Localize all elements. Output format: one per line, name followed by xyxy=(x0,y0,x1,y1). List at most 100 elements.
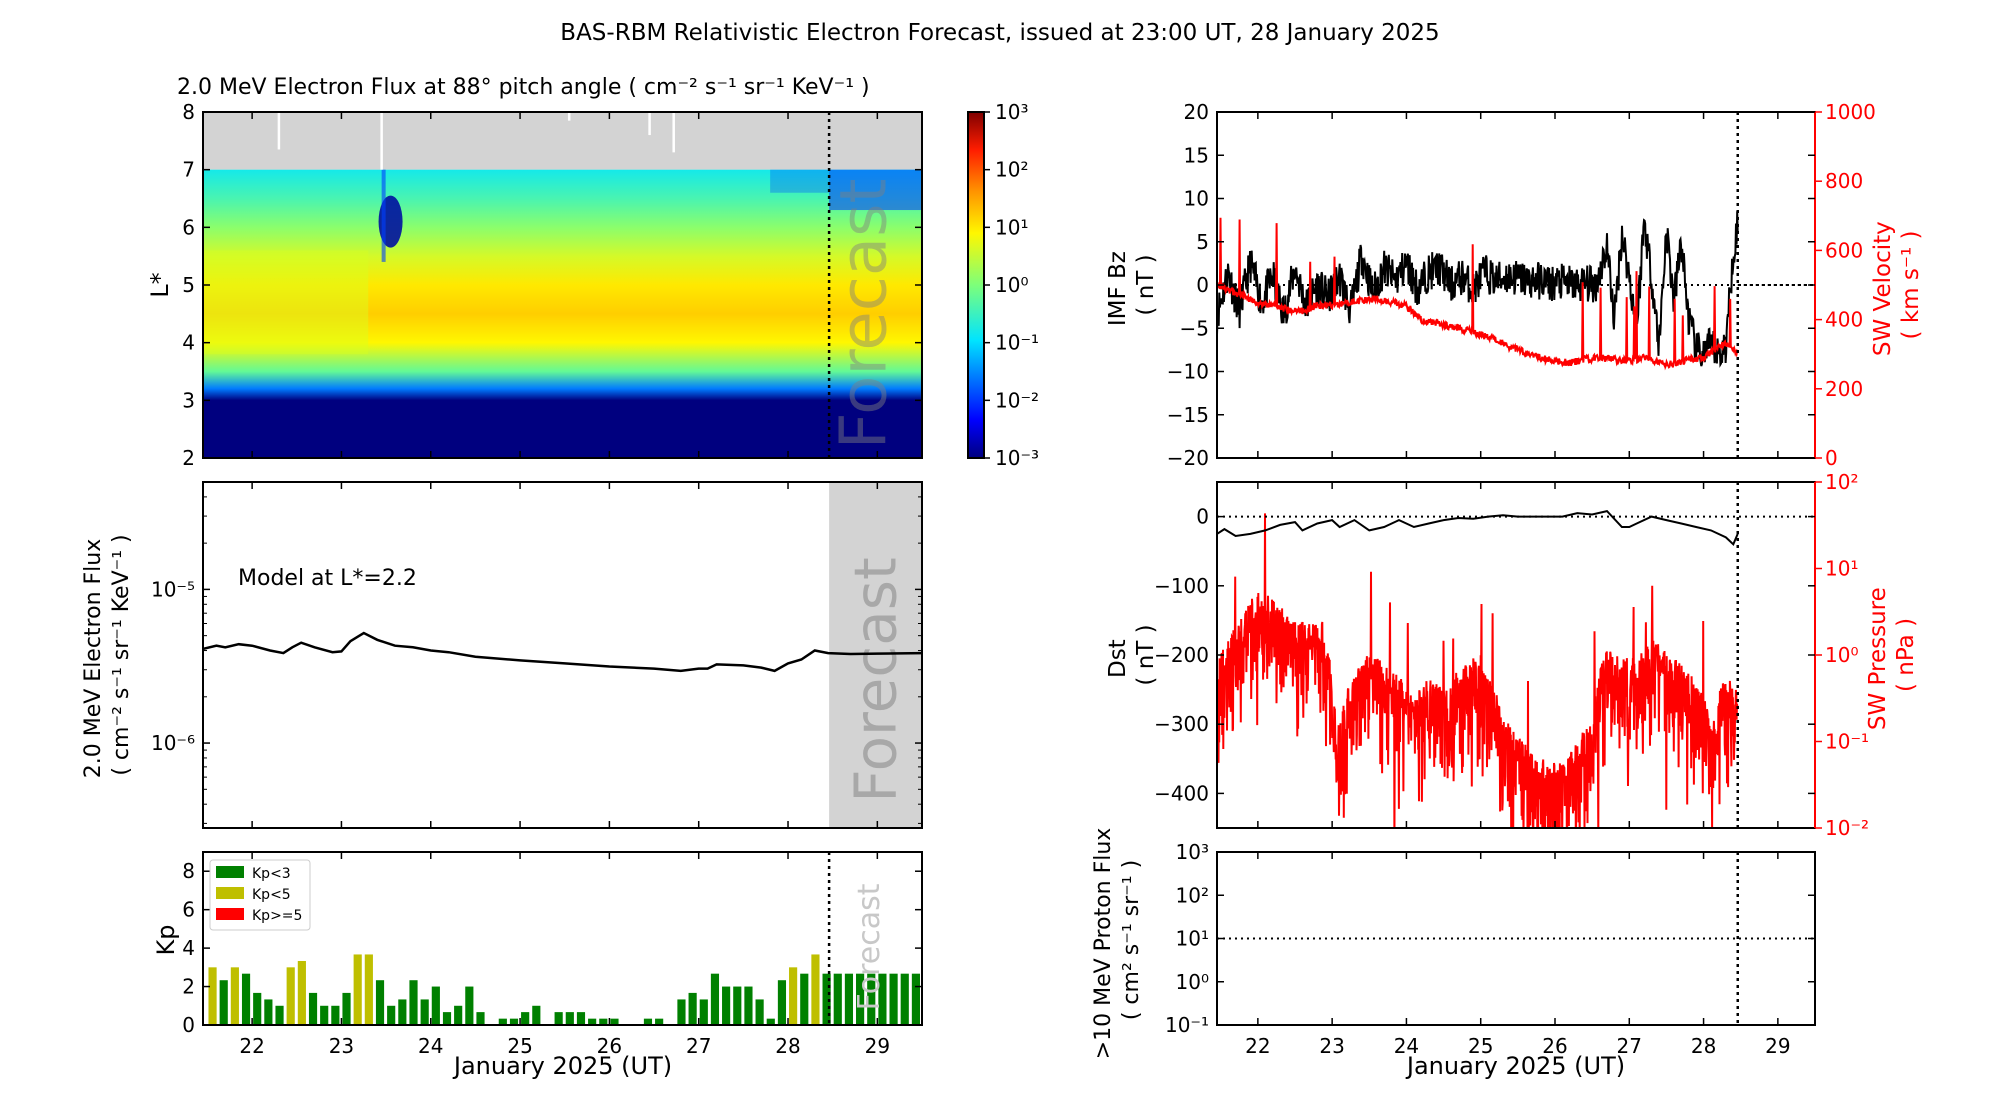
kp-bar xyxy=(811,954,820,1025)
kp-bar xyxy=(264,999,273,1025)
kp-bar xyxy=(320,1005,329,1025)
kp-frame xyxy=(202,851,923,1026)
velocity-y-ticks: 0 200 400 600 800 1000 xyxy=(1815,100,1876,470)
kp-bar xyxy=(911,973,920,1025)
velocity-ylabel-line1: SW Velocity xyxy=(1870,221,1896,356)
colorbar-tick-label: 10⁻² xyxy=(995,388,1039,412)
y-tick-label: 10⁻⁶ xyxy=(151,731,195,755)
flux-early-overlay xyxy=(203,250,369,355)
flux-line-frame xyxy=(202,481,923,829)
y-tick-label: 10⁰ xyxy=(1825,643,1858,667)
y-tick-label: 600 xyxy=(1825,238,1863,262)
y-tick-label: 2 xyxy=(182,446,195,470)
kp-bar xyxy=(253,992,262,1025)
kp-bar xyxy=(442,1012,452,1025)
dst-series xyxy=(1217,509,1739,547)
kp-bar xyxy=(387,1005,396,1025)
pressure-ylabel: SW Pressure ( nPa ) xyxy=(1865,580,1919,730)
proton-xlabel: January 2025 (UT) xyxy=(1405,1052,1625,1080)
y-tick-label: 15 xyxy=(1184,143,1209,167)
colorbar-ticks: 10⁻³ 10⁻² 10⁻¹ 10⁰ 10¹ 10² 10³ xyxy=(984,100,1039,470)
x-tick-label: 23 xyxy=(329,1034,354,1058)
kp-forecast-label: Forecast xyxy=(852,883,887,1010)
kp-bar xyxy=(833,973,842,1025)
dst-ylabel-line2: ( nT ) xyxy=(1133,624,1159,685)
proton-frame xyxy=(1216,851,1816,1026)
kp-bar xyxy=(900,973,909,1025)
kp-bar xyxy=(688,992,697,1025)
y-tick-label: 1000 xyxy=(1825,100,1876,124)
velocity-ylabel-line2: ( km s⁻¹ ) xyxy=(1898,231,1924,340)
kp-bar xyxy=(822,973,831,1025)
y-tick-label: −10 xyxy=(1167,360,1209,384)
kp-bar xyxy=(576,1012,586,1025)
y-tick-label: 8 xyxy=(182,859,195,883)
x-tick-label: 22 xyxy=(1245,1034,1270,1058)
y-tick-label: 6 xyxy=(182,215,195,239)
y-tick-label: 10² xyxy=(1825,470,1858,494)
y-tick-label: 800 xyxy=(1825,169,1863,193)
kp-bar xyxy=(856,973,865,1025)
heatmap-ylabel: L* xyxy=(146,272,174,297)
kp-bar xyxy=(710,973,720,1025)
kp-bar xyxy=(509,1018,519,1025)
x-tick-label: 28 xyxy=(1691,1034,1716,1058)
kp-bar xyxy=(766,1018,775,1025)
y-tick-label: 0 xyxy=(1196,273,1209,297)
colorbar-tick-label: 10² xyxy=(995,158,1028,182)
x-tick-label: 23 xyxy=(1319,1034,1344,1058)
flux-band-fill xyxy=(203,169,922,458)
colorbar-tick-label: 10⁻³ xyxy=(995,446,1039,470)
y-tick-label: 20 xyxy=(1184,100,1209,124)
y-tick-label: −20 xyxy=(1167,446,1209,470)
dst-y-ticks: −400 −300 −200 −100 0 xyxy=(1154,505,1815,805)
colorbar-gradient xyxy=(967,111,985,459)
y-tick-label: −5 xyxy=(1180,316,1209,340)
flux-line-ylabel-line1: 2.0 MeV Electron Flux xyxy=(81,539,106,779)
kp-bar xyxy=(275,1005,284,1025)
sw-pressure-series xyxy=(1217,513,1739,828)
y-tick-label: −300 xyxy=(1154,712,1209,736)
imf-y-ticks: −20 −15 −10 −5 0 5 10 15 20 xyxy=(1167,100,1815,470)
x-tick-label: 24 xyxy=(418,1034,443,1058)
colorbar-tick-label: 10³ xyxy=(995,100,1028,124)
kp-bar xyxy=(398,999,407,1025)
kp-bar xyxy=(800,973,809,1025)
kp-bar xyxy=(431,986,440,1025)
flux-line-ylabel-line2: ( cm⁻² s⁻¹ sr⁻¹ KeV⁻¹ ) xyxy=(109,534,134,775)
y-tick-label: 10⁻² xyxy=(1825,816,1869,840)
heatmap-body: Forecast xyxy=(203,112,922,458)
y-tick-label: 10² xyxy=(1176,883,1209,907)
colorbar-tick-label: 10⁻¹ xyxy=(995,331,1039,355)
kp-bar xyxy=(465,986,474,1025)
x-tick-label: 26 xyxy=(597,1034,622,1058)
y-tick-label: 400 xyxy=(1825,308,1863,332)
y-tick-label: 10⁰ xyxy=(1176,970,1209,994)
proton-panel: 10⁻¹ 10⁰ 10¹ 10² 10³ 22 23 24 25 26 27 28 29 >10 Me… xyxy=(1091,828,1816,1080)
y-tick-label: 200 xyxy=(1825,377,1863,401)
y-tick-label: 10 xyxy=(1184,187,1209,211)
x-tick-label: 28 xyxy=(775,1034,800,1058)
y-tick-label: 3 xyxy=(182,388,195,412)
kp-bar xyxy=(208,967,217,1025)
dst-ylabel: Dst ( nT ) xyxy=(1105,624,1159,685)
kp-bar xyxy=(420,999,429,1025)
heatmap-panel: 2.0 MeV Electron Flux at 88° pitch angle… xyxy=(146,75,923,470)
y-tick-label: 0 xyxy=(1196,505,1209,529)
kp-bar xyxy=(454,1005,463,1025)
kp-bar xyxy=(331,1005,340,1025)
proton-y-ticks: 10⁻¹ 10⁰ 10¹ 10² 10³ xyxy=(1165,840,1815,1037)
imf-ylabel-line2: ( nT ) xyxy=(1133,254,1159,315)
kp-legend: Kp<3 Kp<5 Kp>=5 xyxy=(209,859,311,931)
y-tick-label: 10¹ xyxy=(1825,557,1858,581)
imf-ylabel: IMF Bz ( nT ) xyxy=(1105,244,1159,326)
sw-velocity-series xyxy=(1217,217,1739,371)
kp-bar xyxy=(364,954,373,1025)
kp-bar xyxy=(867,973,876,1025)
flux-line-ylabel: 2.0 MeV Electron Flux ( cm⁻² s⁻¹ sr⁻¹ Ke… xyxy=(81,532,134,779)
kp-bar xyxy=(521,1012,530,1025)
x-tick-label: 27 xyxy=(686,1034,711,1058)
kp-bar xyxy=(498,1018,507,1025)
y-tick-label: 10⁻¹ xyxy=(1825,730,1869,754)
